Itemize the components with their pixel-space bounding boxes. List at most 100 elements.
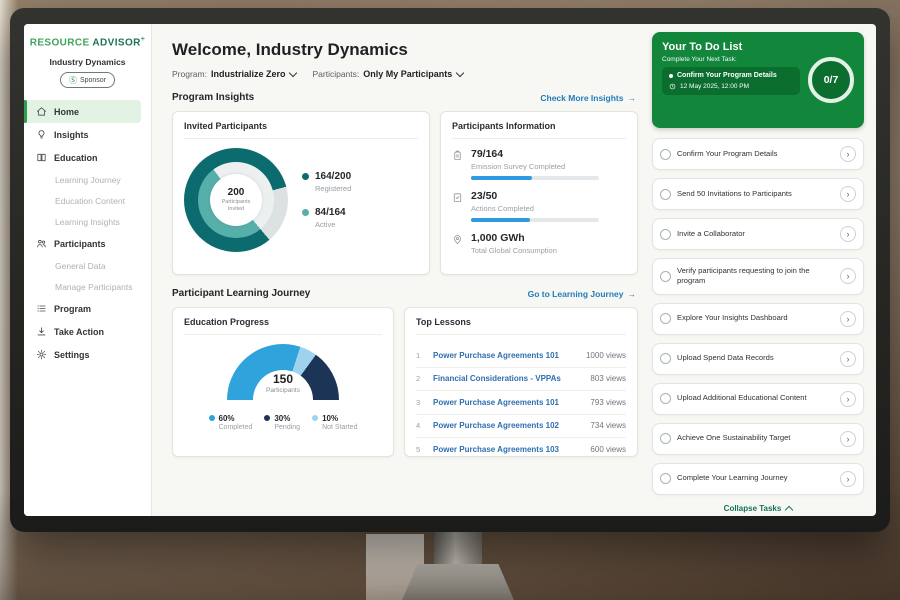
legend-label: Active [315,220,336,229]
task-checkbox[interactable] [660,473,671,484]
logo-resource: RESOURCE [29,37,90,49]
chevron-right-icon[interactable]: › [840,470,856,487]
task-checkbox[interactable] [660,188,671,200]
task-item[interactable]: Verify participants requesting to join t… [652,258,864,295]
sidebar-item-label: Settings [54,349,90,360]
book-icon [37,154,46,162]
sidebar-item-education-content[interactable]: Education Content [24,190,151,211]
not-started-dot-icon [312,415,319,421]
sidebar-item-label: Insights [54,129,89,140]
todo-progress-ring: 0/7 [808,57,854,103]
link-label: Go to Learning Journey [527,288,624,299]
donut-center-value: 200 [227,186,245,198]
completed-dot-icon [208,415,215,421]
download-arrow-icon [37,327,46,336]
clipboard-icon [454,150,461,161]
task-checkbox[interactable] [660,313,671,324]
participants-filter-dropdown[interactable]: Participants: Only My Participants [312,68,465,79]
education-progress-card: Education Progress 150 Participants [172,307,394,457]
task-item[interactable]: Confirm Your Program Details › [652,138,864,170]
sidebar-subitem-label: General Data [55,260,106,271]
sidebar-item-home[interactable]: Home [24,100,141,124]
todo-hero-card: Your To Do List Complete Your Next Task:… [652,32,864,128]
chevron-right-icon[interactable]: › [840,310,856,327]
task-item[interactable]: Upload Spend Data Records › [652,342,864,375]
chevron-right-icon[interactable]: › [840,186,856,202]
chevron-right-icon[interactable]: › [840,146,856,162]
chevron-right-icon[interactable]: › [840,350,856,367]
sidebar-item-take-action[interactable]: Take Action [24,320,151,343]
task-checkbox[interactable] [660,148,671,160]
sidebar-item-participants[interactable]: Participants [24,232,151,255]
task-item[interactable]: Send 50 Invitations to Participants › [652,178,864,210]
task-label: Verify participants requesting to join t… [677,266,810,286]
arrow-right-icon: → [627,92,637,103]
dashboard-screen: RESOURCE ADVISOR+ Industry Dynamics Ⓢ Sp… [24,24,876,516]
sidebar-item-manage-participants[interactable]: Manage Participants [24,276,151,297]
sidebar-item-insights[interactable]: Insights [24,123,151,146]
lesson-title-link[interactable]: Power Purchase Agreements 102 [433,421,559,431]
task-checkbox[interactable] [660,228,671,240]
filter-bar: Program: Industrialize Zero Participants… [172,68,638,79]
chevron-right-icon[interactable]: › [840,430,856,447]
task-item[interactable]: Upload Additional Educational Content › [652,382,864,415]
active-dot-icon [302,209,309,216]
lesson-title-link[interactable]: Financial Considerations - VPPAs [433,374,561,384]
sidebar-item-education[interactable]: Education [24,146,151,169]
task-item[interactable]: Achieve One Sustainability Target › [652,422,864,455]
task-checkbox[interactable] [660,433,671,444]
chevron-down-icon [289,68,298,78]
task-item[interactable]: Complete Your Learning Journey › [652,462,864,495]
chevron-right-icon[interactable]: › [840,226,856,242]
task-checkbox[interactable] [660,393,671,404]
sidebar-nav: Home Insights Education Learning Journey… [24,100,151,366]
task-item[interactable]: Invite a Collaborator › [652,218,864,250]
donut-legend: 164/200 Registered 84/164 Active [302,171,351,229]
sponsor-badge-label: Sponsor [79,76,107,84]
sidebar-item-learning-insights[interactable]: Learning Insights [24,211,151,232]
sidebar-item-program[interactable]: Program [24,297,151,320]
task-item[interactable]: Explore Your Insights Dashboard › [652,302,864,335]
gauge-center-label: Participants [266,387,300,394]
link-label: Check More Insights [540,92,624,103]
people-icon [37,240,46,248]
program-filter-label: Program: [172,69,207,79]
program-filter-value: Industrialize Zero [210,69,286,79]
sponsor-badge: Ⓢ Sponsor [59,72,116,89]
chevron-right-icon[interactable]: › [840,268,856,285]
collapse-label: Collapse Tasks [723,503,782,513]
sidebar-subitem-label: Education Content [55,195,125,206]
todo-panel: Your To Do List Complete Your Next Task:… [646,24,876,516]
sidebar-item-learning-journey[interactable]: Learning Journey [24,169,151,190]
sidebar-item-settings[interactable]: Settings [24,343,151,366]
gear-icon [36,350,47,360]
stat-actions-completed: 23/50 Actions Completed [452,190,626,222]
collapse-tasks-link[interactable]: Collapse Tasks [652,503,864,514]
task-dot-icon [669,73,673,78]
task-checkbox[interactable] [660,270,671,282]
checklist-icon [453,193,462,203]
next-task-label: Confirm Your Program Details [677,72,777,79]
section-title: Participant Learning Journey [172,288,311,299]
gauge-center: 150 Participants [227,372,339,394]
lesson-title-link[interactable]: Power Purchase Agreements 101 [433,350,559,360]
sidebar-item-general-data[interactable]: General Data [24,255,151,276]
invited-participants-card: Invited Participants 200 Participants In… [172,111,430,275]
lesson-views: 734 views [590,421,626,431]
lesson-title-link[interactable]: Power Purchase Agreements 103 [433,444,559,454]
check-more-insights-link[interactable]: Check More Insights → [540,93,636,103]
participants-filter-value: Only My Participants [363,69,453,79]
lesson-title-link[interactable]: Power Purchase Agreements 101 [433,397,559,407]
lesson-views: 803 views [590,374,626,384]
legend-value: 30% [274,414,291,423]
participants-information-card: Participants Information 79/164 Emission… [440,111,638,275]
legend-item-pending: 30% Pending [264,414,300,431]
actions-completed-progress-bar [471,218,599,222]
program-filter-dropdown[interactable]: Program: Industrialize Zero [172,68,298,79]
invited-participants-donut-chart: 200 Participants Invited [184,148,288,252]
section-title: Program Insights [172,92,255,103]
go-to-learning-journey-link[interactable]: Go to Learning Journey → [528,289,636,299]
task-checkbox[interactable] [660,353,671,364]
lesson-row: 4 Power Purchase Agreements 102 734 view… [416,415,626,438]
chevron-right-icon[interactable]: › [840,390,856,407]
